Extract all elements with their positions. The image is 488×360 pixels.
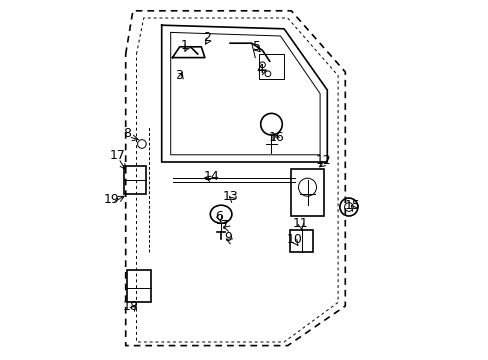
Text: 2: 2: [203, 31, 210, 44]
Text: 16: 16: [268, 131, 284, 144]
Text: 11: 11: [292, 217, 307, 230]
Text: 10: 10: [286, 233, 302, 246]
Text: 12: 12: [315, 154, 331, 167]
Text: 7: 7: [221, 219, 229, 231]
Bar: [123, 166, 145, 194]
Text: 15: 15: [344, 199, 360, 212]
Text: 1: 1: [181, 39, 189, 51]
Text: 14: 14: [203, 170, 219, 183]
Bar: [289, 230, 312, 252]
Text: 4: 4: [256, 63, 264, 76]
Text: 6: 6: [215, 210, 223, 222]
Text: 13: 13: [223, 190, 238, 203]
Text: 19: 19: [103, 193, 119, 206]
Text: 8: 8: [123, 127, 131, 140]
Bar: [258, 54, 284, 79]
Text: 18: 18: [123, 300, 139, 313]
Text: 5: 5: [253, 40, 261, 53]
Text: 17: 17: [110, 149, 125, 162]
Text: 9: 9: [224, 231, 232, 244]
Bar: [291, 169, 323, 216]
Text: 3: 3: [175, 69, 183, 82]
Bar: [127, 270, 151, 302]
